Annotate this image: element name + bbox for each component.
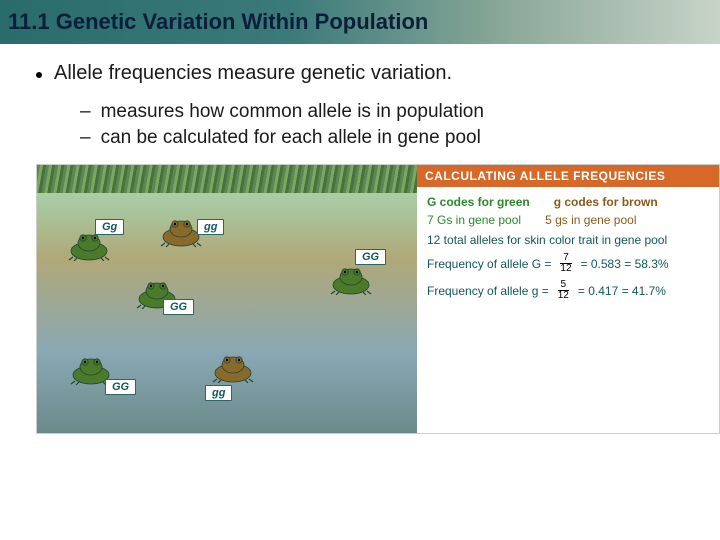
green-count-text: 7 Gs in gene pool [427,213,521,227]
sub-bullet-text: can be calculated for each allele in gen… [101,125,481,151]
calc-counts-row: 7 Gs in gene pool 5 gs in gene pool [427,213,709,227]
freq-g-row: Frequency of allele g = 5 12 = 0.417 = 4… [427,280,709,301]
dash-icon: – [80,99,91,125]
genotype-label: gg [205,385,232,401]
genotype-label: GG [105,379,136,395]
frac-den: 12 [555,291,572,301]
bullet-main-text: Allele frequencies measure genetic varia… [54,62,452,85]
content-area: Allele frequencies measure genetic varia… [0,44,720,446]
genotype-label: GG [355,249,386,265]
freq-g-label: Frequency of allele g = [427,284,549,298]
genotype-label: GG [163,299,194,315]
page-title: 11.1 Genetic Variation Within Population [8,9,428,35]
frog-icon [327,263,375,295]
bullet-dot-icon [36,72,42,78]
genotype-label: Gg [95,219,124,235]
brown-code-text: g codes for brown [554,195,658,209]
genotype-label: gg [197,219,224,235]
calc-panel: CALCULATING ALLELE FREQUENCIES G codes f… [417,165,719,433]
figure-container: Gg gg GG GG GG [36,164,720,434]
header-banner: 11.1 Genetic Variation Within Population [0,0,720,44]
bullet-main: Allele frequencies measure genetic varia… [36,62,684,85]
freq-G-label: Frequency of allele G = [427,257,551,271]
green-code-text: G codes for green [427,195,530,209]
fraction-icon: 7 12 [557,253,574,274]
frog-icon [209,351,257,383]
sub-bullet-item: – can be calculated for each allele in g… [80,125,684,151]
calc-panel-header: CALCULATING ALLELE FREQUENCIES [417,165,719,187]
sub-bullet-list: – measures how common allele is in popul… [80,99,684,150]
freq-G-row: Frequency of allele G = 7 12 = 0.583 = 5… [427,253,709,274]
sub-bullet-item: – measures how common allele is in popul… [80,99,684,125]
sub-bullet-text: measures how common allele is in populat… [101,99,484,125]
freq-G-result: = 0.583 = 58.3% [581,257,669,271]
pond-illustration: Gg gg GG GG GG [37,165,417,433]
grass-strip [37,165,417,193]
total-alleles-text: 12 total alleles for skin color trait in… [427,233,709,247]
calc-codes-row: G codes for green g codes for brown [427,195,709,209]
freq-g-result: = 0.417 = 41.7% [578,284,666,298]
frac-den: 12 [557,264,574,274]
dash-icon: – [80,125,91,151]
brown-count-text: 5 gs in gene pool [545,213,636,227]
fraction-icon: 5 12 [555,280,572,301]
